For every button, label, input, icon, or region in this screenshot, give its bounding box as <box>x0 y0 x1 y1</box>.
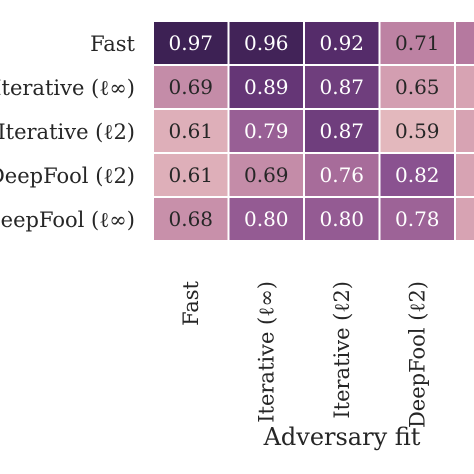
cell-value-label: 0.87 <box>319 75 364 99</box>
cell-value-label: 0.59 <box>395 119 440 143</box>
column-tick-label: DeepFool (ℓ2) <box>405 281 429 428</box>
row-tick-label: Iterative (ℓ2) <box>0 120 135 144</box>
cell-value-label: 0.92 <box>319 31 364 55</box>
heatmap-cell <box>229 154 303 196</box>
cell-value-label: 0.78 <box>395 207 440 231</box>
cell-value-label: 0.97 <box>168 31 213 55</box>
row-tick-label: DeepFool (ℓ∞) <box>0 208 135 232</box>
heatmap-cell <box>154 110 228 152</box>
cell-value-label: 0.69 <box>168 75 213 99</box>
heatmap-cell <box>305 198 379 240</box>
heatmap-cells: 0.97 0.96 0.92 0.71 0.69 0.89 0.87 0.65 0.61 0.79… <box>154 22 474 240</box>
heatmap-cell <box>380 22 454 64</box>
heatmap-cell-cropped <box>456 154 474 196</box>
heatmap-cell-cropped <box>456 22 474 64</box>
column-tick-labels: Fast Iterative (ℓ∞) Iterative (ℓ2) DeepFool… <box>179 280 430 428</box>
cell-value-label: 0.69 <box>244 163 289 187</box>
heatmap-cell <box>229 198 303 240</box>
heatmap-cell <box>154 66 228 108</box>
heatmap-cell-cropped <box>456 110 474 152</box>
cell-value-label: 0.80 <box>319 207 364 231</box>
heatmap-cell <box>305 22 379 64</box>
cell-value-label: 0.71 <box>395 31 440 55</box>
heatmap-cell <box>380 198 454 240</box>
heatmap-cell-cropped <box>456 66 474 108</box>
cell-value-label: 0.76 <box>319 163 364 187</box>
heatmap-cell <box>305 154 379 196</box>
column-tick-label: Iterative (ℓ∞) <box>254 281 278 423</box>
row-tick-labels: Fast Iterative (ℓ∞) Iterative (ℓ2) DeepFool… <box>0 32 136 232</box>
heatmap-cell <box>229 22 303 64</box>
cell-value-label: 0.82 <box>395 163 440 187</box>
heatmap-cell <box>380 110 454 152</box>
cell-value-label: 0.96 <box>244 31 289 55</box>
cell-value-label: 0.80 <box>244 207 289 231</box>
cell-value-label: 0.61 <box>168 119 213 143</box>
heatmap-cell <box>380 154 454 196</box>
row-tick-label: Fast <box>90 32 135 56</box>
cell-value-label: 0.79 <box>244 119 289 143</box>
row-tick-label: DeepFool (ℓ2) <box>0 164 135 188</box>
cell-value-label: 0.65 <box>395 75 440 99</box>
heatmap-cell <box>154 198 228 240</box>
cell-value-label: 0.61 <box>168 163 213 187</box>
cell-value-label: 0.87 <box>319 119 364 143</box>
heatmap-cell <box>154 22 228 64</box>
heatmap-cell-cropped <box>456 198 474 240</box>
heatmap-cell <box>154 154 228 196</box>
x-axis-label: Adversary fit <box>263 423 421 451</box>
cell-value-label: 0.89 <box>244 75 289 99</box>
heatmap-cell <box>229 110 303 152</box>
column-tick-label: Fast <box>179 280 203 325</box>
heatmap-cell <box>229 66 303 108</box>
heatmap-cell <box>380 66 454 108</box>
cell-value-label: 0.68 <box>168 207 213 231</box>
heatmap-cell <box>305 66 379 108</box>
heatmap-cell <box>305 110 379 152</box>
column-tick-label: Iterative (ℓ2) <box>330 281 354 419</box>
row-tick-label: Iterative (ℓ∞) <box>0 76 135 100</box>
